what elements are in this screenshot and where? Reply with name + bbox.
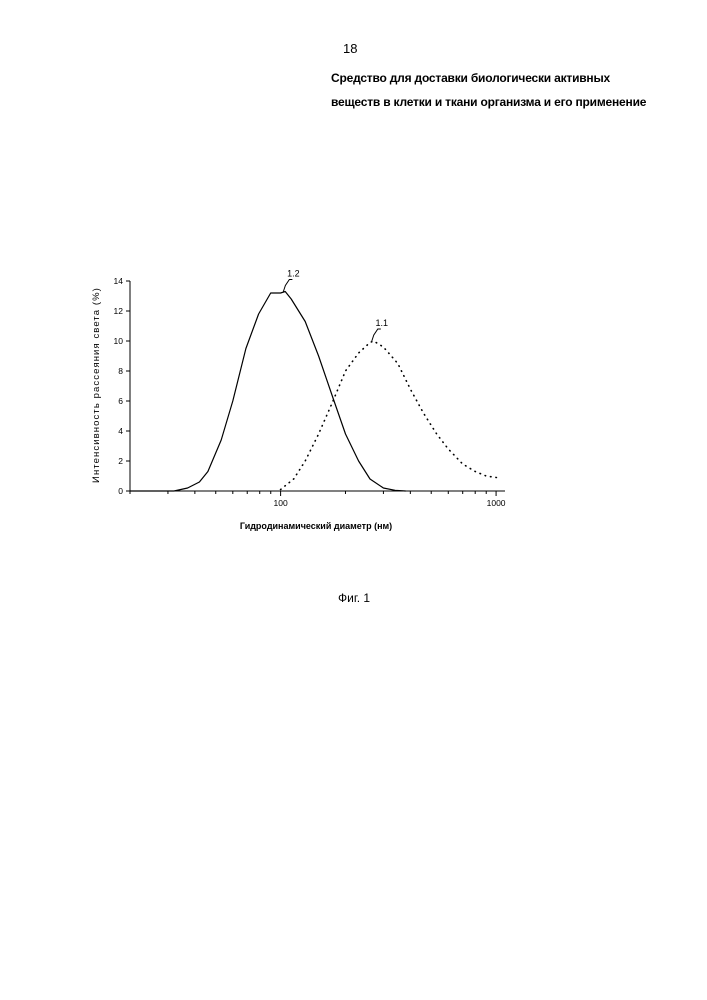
chart-series bbox=[130, 292, 501, 492]
y-tick-label: 14 bbox=[114, 276, 124, 286]
x-tick-label: 100 bbox=[274, 498, 288, 508]
chart-axes: 0 2 4 6 8 10 12 14 100 1000 bbox=[114, 276, 506, 508]
x-axis-label: Гидродинамический диаметр (нм) bbox=[240, 521, 392, 531]
series-line-1-2 bbox=[130, 292, 406, 492]
y-tick-label: 4 bbox=[118, 426, 123, 436]
y-tick-label: 8 bbox=[118, 366, 123, 376]
x-tick-label: 1000 bbox=[487, 498, 506, 508]
y-tick-label: 6 bbox=[118, 396, 123, 406]
figure-caption: Фиг. 1 bbox=[338, 591, 370, 605]
y-tick-label: 2 bbox=[118, 456, 123, 466]
y-axis-label: Интенсивность рассеяния света (%) bbox=[91, 287, 102, 483]
series-line-1-1 bbox=[281, 341, 501, 490]
annotation-leader bbox=[283, 280, 292, 292]
y-tick-label: 10 bbox=[114, 336, 124, 346]
annotation-leader bbox=[372, 329, 381, 341]
y-tick-label: 0 bbox=[118, 486, 123, 496]
annotation-label: 1.1 bbox=[376, 318, 389, 328]
annotation-label: 1.2 bbox=[287, 269, 300, 279]
chart-annotations: 1.2 1.1 bbox=[283, 269, 388, 342]
y-tick-label: 12 bbox=[114, 306, 124, 316]
